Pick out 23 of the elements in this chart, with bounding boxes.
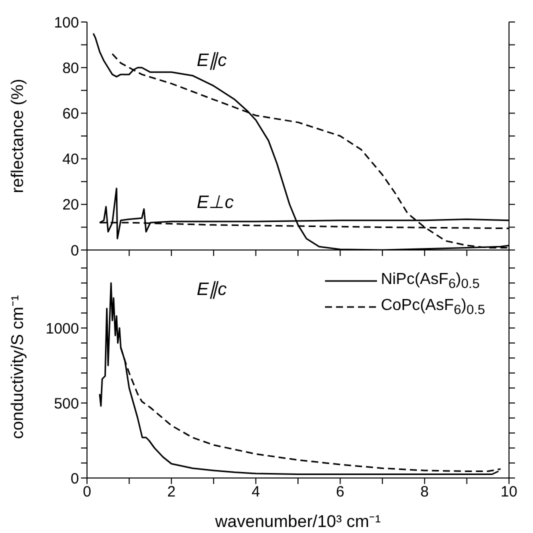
y-tick-label: 100 xyxy=(54,14,79,32)
x-tick-label: 2 xyxy=(167,484,176,501)
x-tick-label: 8 xyxy=(420,484,429,501)
annotation: E∥c xyxy=(196,278,227,300)
legend-label: CoPc(AsF$_{6}$)$_{0.5}$ xyxy=(380,296,485,318)
y-tick-label: 0 xyxy=(70,242,79,260)
y-axis-title: reflectance (%) xyxy=(8,78,28,194)
y-axis-title: conductivity/S cm⁻¹ xyxy=(8,294,28,439)
y-tick-label: 1000 xyxy=(46,320,79,338)
x-tick-label: 0 xyxy=(82,484,92,501)
y-tick-label: 40 xyxy=(62,151,79,168)
y-tick-label: 500 xyxy=(54,395,79,412)
x-tick-label: 4 xyxy=(252,484,260,501)
y-tick-label: 20 xyxy=(62,196,79,214)
x-tick-label: 10 xyxy=(500,484,518,501)
annotation: E⊥c xyxy=(196,190,234,213)
x-axis-title: wavenumber/10³ cm⁻¹ xyxy=(214,512,382,531)
x-tick-label: 6 xyxy=(336,484,344,501)
y-tick-label: 80 xyxy=(62,60,79,77)
y-tick-label: 60 xyxy=(62,106,79,123)
annotation: E∥c xyxy=(196,49,227,72)
y-tick-label: 0 xyxy=(70,470,79,488)
legend-label: NiPc(AsF$_{6}$)$_{0.5}$ xyxy=(380,270,480,292)
